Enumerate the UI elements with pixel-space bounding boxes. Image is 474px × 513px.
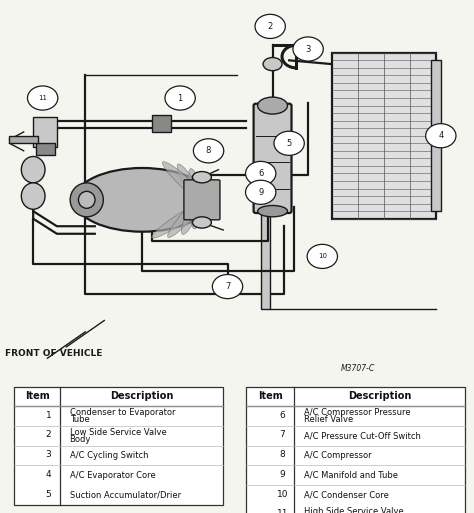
Text: Item: Item — [258, 391, 283, 402]
Ellipse shape — [258, 97, 287, 114]
Text: 7: 7 — [280, 430, 285, 439]
Text: 4: 4 — [46, 470, 52, 479]
Bar — [261, 102, 270, 309]
Text: Condenser to Evaporator: Condenser to Evaporator — [70, 408, 175, 417]
Text: Low Side Service Valve: Low Side Service Valve — [70, 428, 166, 437]
Text: 6: 6 — [258, 169, 264, 178]
Circle shape — [165, 86, 195, 110]
Ellipse shape — [21, 156, 45, 183]
Circle shape — [307, 244, 337, 268]
Text: 5: 5 — [46, 489, 52, 499]
Text: Description: Description — [110, 391, 173, 402]
Ellipse shape — [191, 175, 204, 229]
Ellipse shape — [216, 280, 239, 293]
Text: Relief Valve: Relief Valve — [304, 415, 353, 424]
Text: 10: 10 — [277, 489, 288, 499]
Text: 2: 2 — [267, 22, 273, 31]
Ellipse shape — [152, 203, 204, 238]
Text: 11: 11 — [38, 95, 47, 101]
FancyBboxPatch shape — [184, 180, 220, 220]
Circle shape — [426, 124, 456, 148]
Text: Item: Item — [25, 391, 50, 402]
Circle shape — [27, 86, 58, 110]
Ellipse shape — [189, 169, 205, 222]
Circle shape — [212, 274, 243, 299]
Ellipse shape — [192, 217, 211, 228]
Text: A/C Cycling Switch: A/C Cycling Switch — [70, 451, 148, 460]
Bar — [431, 61, 441, 211]
Text: A/C Compressor: A/C Compressor — [304, 451, 372, 460]
Circle shape — [246, 162, 276, 186]
Bar — [152, 115, 171, 132]
Text: 5: 5 — [286, 139, 292, 148]
Bar — [332, 53, 436, 219]
Bar — [33, 117, 57, 147]
Text: 1: 1 — [46, 410, 52, 420]
Bar — [9, 136, 38, 143]
Ellipse shape — [263, 57, 282, 71]
Text: A/C Compressor Pressure: A/C Compressor Pressure — [304, 408, 410, 417]
Text: 8: 8 — [206, 146, 211, 155]
Text: 11: 11 — [277, 509, 288, 513]
Text: Suction Accumulator/Drier: Suction Accumulator/Drier — [70, 490, 181, 500]
Circle shape — [293, 37, 323, 61]
Text: 6: 6 — [280, 410, 285, 420]
Text: 10: 10 — [318, 253, 327, 260]
Text: M3707-C: M3707-C — [341, 364, 375, 373]
Bar — [246, 387, 465, 513]
Text: A/C Pressure Cut-Off Switch: A/C Pressure Cut-Off Switch — [304, 431, 421, 440]
Bar — [36, 143, 55, 154]
Text: Description: Description — [348, 391, 411, 402]
Ellipse shape — [182, 184, 207, 234]
FancyBboxPatch shape — [254, 104, 292, 213]
Text: Body: Body — [70, 435, 91, 444]
Bar — [14, 387, 223, 505]
Ellipse shape — [192, 171, 211, 183]
Text: High Side Service Valve: High Side Service Valve — [304, 507, 404, 513]
Ellipse shape — [258, 206, 287, 217]
Text: 9: 9 — [280, 470, 285, 479]
Text: 2: 2 — [46, 430, 52, 439]
Circle shape — [274, 131, 304, 155]
Ellipse shape — [70, 183, 103, 217]
Text: 3: 3 — [305, 45, 311, 53]
Text: 9: 9 — [258, 188, 264, 197]
Text: 1: 1 — [177, 93, 183, 103]
Ellipse shape — [21, 183, 45, 209]
Text: 4: 4 — [438, 131, 444, 140]
Ellipse shape — [168, 193, 208, 238]
Circle shape — [193, 139, 224, 163]
Text: FRONT OF VEHICLE: FRONT OF VEHICLE — [5, 349, 102, 358]
Text: 8: 8 — [280, 450, 285, 459]
Ellipse shape — [177, 164, 208, 213]
Text: A/C Evaporator Core: A/C Evaporator Core — [70, 471, 155, 480]
Circle shape — [255, 14, 285, 38]
Text: 7: 7 — [225, 282, 230, 291]
Text: 3: 3 — [46, 450, 52, 459]
Ellipse shape — [74, 168, 210, 232]
Text: A/C Condenser Core: A/C Condenser Core — [304, 490, 389, 500]
Text: Tube: Tube — [70, 415, 89, 424]
Ellipse shape — [78, 191, 95, 208]
Ellipse shape — [163, 162, 207, 203]
Text: A/C Manifold and Tube: A/C Manifold and Tube — [304, 471, 398, 480]
Circle shape — [246, 180, 276, 204]
